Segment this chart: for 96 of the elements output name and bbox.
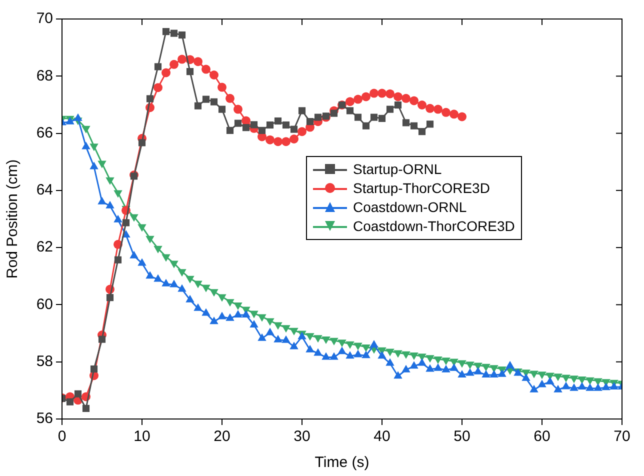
point: [242, 116, 250, 126]
point: [194, 57, 202, 66]
point: [146, 95, 154, 102]
point: [162, 68, 170, 78]
point: [378, 114, 386, 122]
point: [426, 120, 434, 128]
point: [434, 104, 442, 114]
y-tick-label: 64: [36, 182, 53, 199]
x-tick-label: 60: [534, 428, 550, 446]
point: [378, 88, 386, 98]
point: [186, 68, 194, 76]
point: [386, 89, 394, 98]
point: [218, 82, 226, 92]
point: [362, 92, 370, 102]
point: [410, 122, 418, 130]
point: [402, 119, 410, 126]
point: [314, 114, 322, 121]
point: [170, 30, 178, 37]
point: [298, 127, 306, 136]
point: [418, 128, 426, 136]
point: [66, 398, 74, 406]
point: [394, 101, 402, 109]
legend-label: Coastdown-ThorCORE3D: [353, 217, 515, 236]
x-tick-label: 30: [294, 428, 310, 446]
point: [266, 135, 274, 144]
point: [410, 96, 418, 106]
point: [106, 294, 114, 302]
point: [210, 70, 218, 80]
point: [234, 120, 242, 127]
y-tick-label: 66: [36, 124, 53, 142]
point: [162, 28, 170, 36]
point: [274, 117, 282, 125]
x-axis-title: Time (s): [314, 454, 370, 472]
point: [258, 126, 266, 134]
y-tick-label: 56: [36, 410, 53, 428]
point: [354, 94, 362, 104]
point: [282, 137, 290, 146]
point: [90, 365, 98, 373]
point: [306, 118, 314, 126]
point: [290, 126, 298, 133]
point: [362, 122, 370, 130]
point: [74, 390, 82, 398]
point: [122, 219, 130, 226]
legend-label: Startup-ThorCORE3D: [353, 179, 490, 198]
point: [114, 256, 122, 264]
point: [290, 134, 298, 144]
point: [202, 96, 210, 103]
point: [210, 98, 218, 106]
point: [170, 60, 178, 69]
point: [250, 121, 258, 128]
point: [266, 121, 274, 129]
point: [386, 106, 394, 113]
point: [346, 97, 354, 106]
point: [298, 107, 306, 114]
point: [82, 404, 90, 412]
point: [402, 94, 410, 103]
point: [458, 112, 466, 122]
y-tick-label: 58: [36, 353, 53, 370]
x-tick-label: 70: [614, 428, 630, 446]
point: [354, 114, 362, 121]
point: [234, 104, 242, 114]
point: [370, 114, 378, 121]
legend-label: Coastdown-ORNL: [353, 198, 467, 217]
point: [178, 54, 186, 64]
point: [442, 108, 450, 117]
point: [202, 64, 210, 74]
point: [274, 137, 282, 146]
point: [418, 100, 426, 110]
x-tick-label: 50: [454, 428, 470, 446]
y-tick-label: 60: [36, 296, 53, 313]
point: [394, 92, 402, 102]
point: [138, 139, 146, 146]
point: [178, 31, 186, 39]
point: [194, 102, 202, 110]
y-tick-label: 68: [36, 67, 53, 84]
point: [226, 126, 234, 134]
point: [218, 106, 226, 113]
x-tick-label: 10: [134, 428, 150, 446]
x-tick-label: 40: [374, 428, 390, 446]
point: [154, 63, 162, 70]
x-tick-label: 0: [58, 428, 66, 446]
point: [242, 124, 250, 132]
point: [98, 336, 106, 343]
point: [154, 83, 162, 92]
x-tick-label: 20: [214, 428, 230, 446]
y-axis-title: Rod Position (cm): [4, 159, 22, 279]
y-tick-label: 62: [36, 238, 53, 256]
y-tick-label: 70: [36, 10, 53, 28]
point: [330, 110, 338, 117]
point: [426, 104, 434, 113]
point: [450, 110, 458, 119]
point: [370, 88, 378, 98]
point: [226, 94, 234, 103]
legend-label: Startup-ORNL: [353, 160, 442, 179]
point: [346, 107, 354, 114]
point: [282, 121, 290, 129]
